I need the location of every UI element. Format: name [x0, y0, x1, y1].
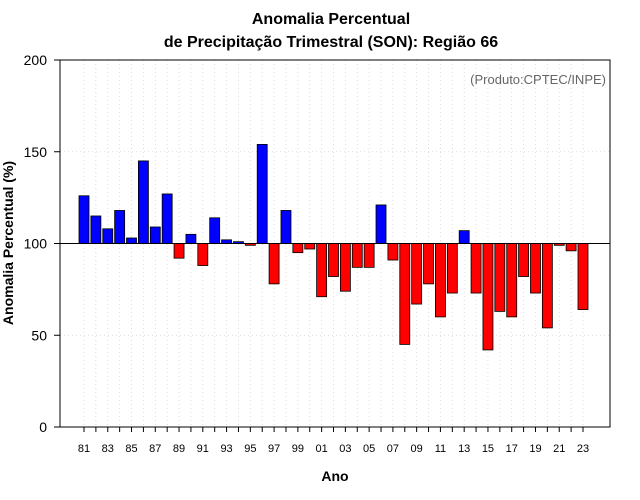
bar-03	[339, 243, 351, 292]
bar-85	[126, 237, 137, 244]
bar-09	[411, 243, 423, 305]
y-tick-label: 50	[31, 327, 47, 343]
bar-11	[435, 243, 446, 318]
x-tick-label: 85	[125, 443, 137, 455]
bar-14	[470, 243, 482, 294]
bar-18	[518, 243, 529, 277]
bar-23	[577, 243, 589, 310]
bar-83	[102, 228, 114, 244]
bar-97	[268, 243, 280, 285]
bar-98	[280, 210, 292, 244]
bar-00	[304, 243, 316, 250]
bar-02	[328, 243, 339, 277]
x-tick-label: 13	[458, 443, 470, 455]
bar-12	[446, 243, 458, 294]
x-tick-label: 89	[173, 443, 185, 455]
bar-82	[90, 215, 102, 244]
bar-96	[256, 144, 268, 244]
y-axis-label: Anomalia Percentual (%)	[0, 161, 16, 325]
x-tick-label: 03	[339, 443, 351, 455]
x-tick-label: 11	[435, 443, 446, 455]
bar-86	[138, 160, 149, 244]
bar-04	[351, 243, 363, 268]
y-tick-label: 100	[24, 236, 48, 252]
x-tick-label: 97	[268, 443, 280, 455]
bar-06	[375, 204, 387, 244]
bar-81	[78, 195, 90, 244]
x-tick-label: 81	[78, 443, 90, 455]
bar-91	[197, 243, 209, 266]
y-tick-label: 0	[39, 419, 47, 435]
x-tick-label: 23	[577, 443, 589, 455]
x-axis-label: Ano	[321, 468, 348, 484]
x-tick-label: 17	[506, 443, 518, 455]
bar-16	[494, 243, 506, 312]
x-tick-label: 07	[387, 443, 399, 455]
bar-08	[399, 243, 411, 345]
bar-19	[530, 243, 541, 294]
x-tick-label: 09	[411, 443, 423, 455]
credit-text: (Produto:CPTEC/INPE)	[470, 72, 606, 87]
y-tick-label: 150	[24, 144, 48, 160]
x-tick-label: 01	[315, 443, 327, 455]
bar-87	[149, 226, 161, 244]
y-axis: 0 50 100 150 200	[24, 52, 60, 435]
bar-92	[209, 217, 221, 244]
bar-10	[423, 243, 434, 285]
x-tick-label: 15	[482, 443, 494, 455]
bar-22	[565, 243, 577, 252]
x-tick-label: 19	[529, 443, 541, 455]
x-tick-label: 91	[197, 443, 209, 455]
x-axis: 81 83 85 87 89 91 93 95 97 99 01 03 05 07 09 11 13 15 17 19…	[78, 427, 589, 455]
bar-99	[292, 243, 304, 254]
bar-05	[363, 243, 375, 268]
chart-title-line1: Anomalia Percentual	[252, 11, 410, 28]
bar-88	[161, 193, 173, 244]
bar-17	[506, 243, 518, 318]
bar-20	[541, 243, 553, 329]
bars	[78, 144, 589, 351]
bar-01	[316, 243, 328, 298]
x-tick-label: 99	[292, 443, 304, 455]
bar-89	[173, 243, 185, 259]
x-tick-label: 05	[363, 443, 375, 455]
bar-84	[114, 210, 126, 244]
bar-15	[482, 243, 494, 351]
chart-title-line2: de Precipitação Trimestral (SON): Região…	[164, 34, 498, 51]
bar-93	[221, 239, 232, 244]
y-tick-label: 200	[24, 52, 48, 68]
x-tick-label: 83	[102, 443, 114, 455]
x-tick-label: 87	[149, 443, 161, 455]
bar-90	[185, 233, 197, 244]
bar-13	[458, 230, 470, 244]
bar-07	[387, 243, 399, 261]
x-tick-label: 21	[553, 443, 565, 455]
x-tick-label: 93	[220, 443, 232, 455]
x-tick-label: 95	[244, 443, 256, 455]
